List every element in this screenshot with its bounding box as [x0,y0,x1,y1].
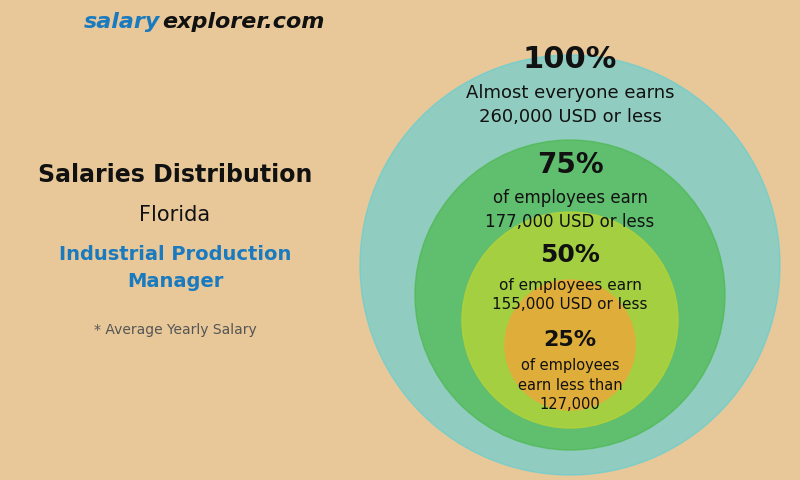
Text: salary: salary [84,12,160,32]
Circle shape [360,55,780,475]
Text: Salaries Distribution: Salaries Distribution [38,163,312,187]
Circle shape [462,212,678,428]
Text: Industrial Production
Manager: Industrial Production Manager [59,245,291,291]
Text: of employees earn
177,000 USD or less: of employees earn 177,000 USD or less [486,189,654,231]
Text: explorer.com: explorer.com [162,12,324,32]
Text: 100%: 100% [523,46,617,74]
Text: 25%: 25% [543,330,597,350]
Text: of employees earn
155,000 USD or less: of employees earn 155,000 USD or less [492,277,648,312]
Text: * Average Yearly Salary: * Average Yearly Salary [94,323,256,337]
Text: Florida: Florida [139,205,210,225]
Circle shape [505,280,635,410]
Text: Almost everyone earns
260,000 USD or less: Almost everyone earns 260,000 USD or les… [466,84,674,126]
Circle shape [415,140,725,450]
Text: of employees
earn less than
127,000: of employees earn less than 127,000 [518,358,622,412]
Text: 75%: 75% [537,151,603,179]
Text: 50%: 50% [540,243,600,267]
